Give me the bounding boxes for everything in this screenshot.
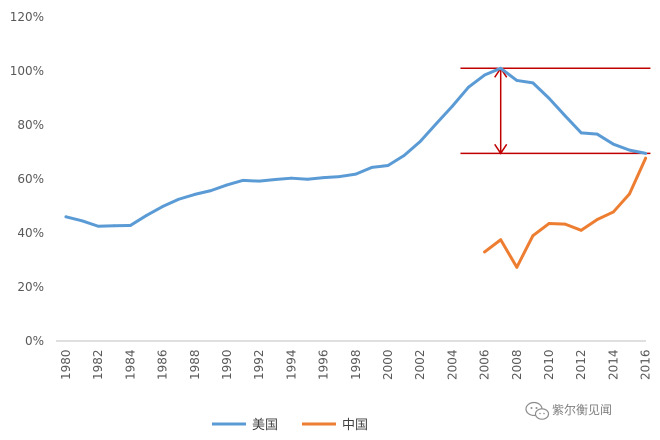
- data-point: [306, 177, 309, 181]
- data-point: [402, 154, 406, 157]
- data-point: [628, 192, 631, 196]
- x-tick-label: 2016: [639, 349, 653, 380]
- data-point: [64, 215, 68, 219]
- data-point: [322, 176, 325, 180]
- x-tick-label: 1990: [220, 349, 234, 380]
- data-point: [177, 197, 181, 201]
- data-point: [579, 131, 583, 135]
- data-point: [499, 238, 503, 242]
- x-tick-label: 1996: [317, 349, 331, 380]
- x-tick-label: 2014: [606, 349, 620, 380]
- data-point: [644, 156, 647, 160]
- data-point: [241, 178, 245, 182]
- y-axis-ticks: 0% 20% 40% 60% 80% 100% 120%: [10, 10, 44, 348]
- x-tick-label: 1984: [123, 349, 137, 380]
- series-china: [483, 156, 648, 269]
- data-point: [112, 224, 116, 228]
- annotation-arrowhead-bottom: [494, 143, 508, 155]
- x-tick-label: 1988: [188, 349, 202, 380]
- x-tick-label: 2012: [574, 349, 588, 380]
- data-point: [451, 104, 454, 108]
- series-us: [64, 66, 648, 228]
- data-point: [370, 165, 374, 169]
- y-tick-label: 40%: [17, 226, 44, 240]
- x-tick-label: 2004: [445, 349, 459, 380]
- data-point: [563, 114, 567, 118]
- data-point: [531, 234, 535, 238]
- x-axis-ticks: 1980 1982 1984 1986 1988 1990 1992 1994 1996 1998…: [59, 349, 653, 380]
- data-point: [161, 205, 165, 208]
- data-point: [547, 96, 551, 100]
- x-tick-label: 2006: [478, 349, 492, 380]
- series-lines: [64, 66, 648, 269]
- data-point: [193, 192, 197, 196]
- legend-label-us: 美国: [252, 418, 278, 433]
- data-point: [273, 178, 277, 181]
- data-point: [96, 224, 100, 228]
- watermark-text: 紫尔衡见闻: [552, 402, 612, 417]
- data-point: [628, 148, 631, 152]
- x-tick-label: 1994: [284, 349, 298, 380]
- data-point: [386, 164, 390, 167]
- x-tick-label: 1980: [59, 349, 73, 380]
- y-tick-label: 80%: [17, 118, 44, 132]
- data-point: [80, 219, 84, 223]
- data-point: [563, 222, 567, 226]
- y-tick-label: 120%: [10, 10, 44, 24]
- data-point: [145, 214, 148, 217]
- data-point: [579, 228, 583, 232]
- data-point: [225, 183, 229, 187]
- data-point: [515, 79, 519, 82]
- data-point: [499, 66, 503, 70]
- data-point: [612, 142, 615, 146]
- y-tick-label: 20%: [17, 280, 44, 294]
- data-point: [354, 172, 358, 176]
- x-tick-label: 1982: [91, 349, 105, 380]
- data-point: [547, 222, 551, 225]
- data-point: [483, 73, 486, 77]
- data-point: [483, 250, 486, 254]
- x-tick-label: 1992: [252, 349, 266, 380]
- x-tick-label: 2000: [381, 349, 395, 380]
- data-point: [612, 210, 615, 214]
- data-point: [209, 189, 213, 193]
- annotation: [460, 66, 651, 155]
- wechat-icon: [525, 401, 550, 420]
- y-tick-label: 0%: [25, 334, 44, 348]
- y-tick-label: 60%: [17, 172, 44, 186]
- watermark: 紫尔衡见闻: [525, 401, 612, 420]
- data-point: [595, 132, 599, 136]
- data-point: [595, 218, 599, 221]
- data-point: [129, 224, 132, 227]
- data-point: [467, 85, 470, 89]
- legend: 美国 中国: [212, 418, 368, 433]
- x-tick-label: 2002: [413, 349, 427, 380]
- data-point: [531, 81, 535, 85]
- data-point: [515, 265, 519, 269]
- x-tick-label: 2008: [510, 349, 524, 380]
- y-tick-label: 100%: [10, 64, 44, 78]
- x-tick-label: 1986: [156, 349, 170, 380]
- x-tick-label: 2010: [542, 349, 556, 380]
- legend-label-china: 中国: [342, 418, 368, 433]
- data-point: [257, 179, 261, 183]
- x-tick-label: 1998: [349, 349, 363, 380]
- data-point: [418, 140, 422, 143]
- data-point: [644, 151, 647, 155]
- data-point: [290, 176, 293, 180]
- data-point: [338, 175, 342, 178]
- data-point: [434, 122, 438, 126]
